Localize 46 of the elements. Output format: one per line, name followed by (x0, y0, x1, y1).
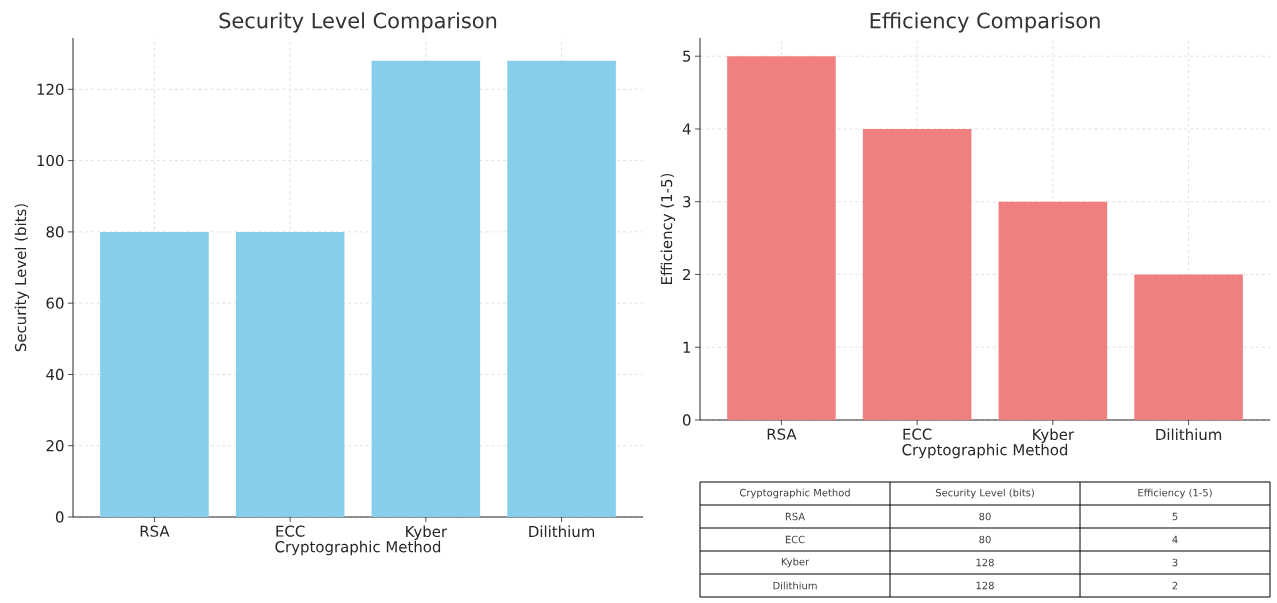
text: Cryptographic Method (739, 488, 850, 499)
y-tick-label: 3 (683, 196, 691, 208)
y-tick-label: 4 (682, 123, 691, 135)
x-tick-label: ECC (276, 525, 305, 537)
data-label: 2 (1172, 581, 1178, 590)
x-tick-label: RSA (767, 428, 797, 440)
y-tick-label: 2 (683, 268, 690, 281)
x-tick-label: Kyber (406, 525, 448, 540)
chart-title: Efficiency Comparison (870, 12, 1100, 33)
y-axis-title: Efficiency (1-5) (660, 173, 676, 284)
x-tick-label: RSA (140, 525, 170, 537)
y-tick-label: 120 (37, 83, 64, 95)
y-tick-label: 0 (55, 511, 64, 523)
data-label: 128 (976, 558, 994, 567)
y-tick-label: 100 (37, 154, 64, 167)
data-label: 80 (979, 512, 991, 521)
text: Efficiency (1-5) (1138, 488, 1212, 499)
x-axis-title: Cryptographic Method (275, 540, 441, 556)
category-label: ECC (785, 535, 805, 544)
bar (1134, 274, 1243, 421)
category-label: RSA (785, 512, 806, 521)
x-tick-label: Dilithium (1156, 428, 1222, 441)
y-tick-label: 80 (46, 226, 64, 238)
x-tick-label: Dilithium (529, 525, 595, 538)
bar (998, 201, 1108, 421)
category-label: Kyber (781, 557, 810, 568)
y-tick-label: 20 (46, 440, 64, 452)
category-label: Dilithium (773, 581, 817, 590)
data-label: 4 (1172, 535, 1178, 544)
data-label: 80 (979, 535, 991, 544)
x-tick-label: ECC (903, 428, 932, 440)
data-label: 3 (1172, 558, 1178, 567)
y-tick-label: 0 (682, 414, 691, 426)
x-tick-label: Kyber (1033, 428, 1075, 443)
bar (727, 56, 836, 421)
y-tick-label: 60 (46, 297, 64, 309)
x-axis-title: Cryptographic Method (902, 443, 1068, 459)
data-label: 5 (1172, 512, 1178, 521)
text: Security Level (bits) (935, 488, 1034, 499)
bar (862, 128, 972, 421)
y-tick-label: 1 (683, 341, 691, 353)
y-tick-label: 40 (46, 368, 64, 381)
y-axis-title: Security Level (bits) (14, 204, 30, 352)
data-label: 128 (976, 581, 994, 590)
chart-title: Security Level Comparison (219, 12, 497, 33)
y-tick-label: 5 (683, 50, 691, 62)
